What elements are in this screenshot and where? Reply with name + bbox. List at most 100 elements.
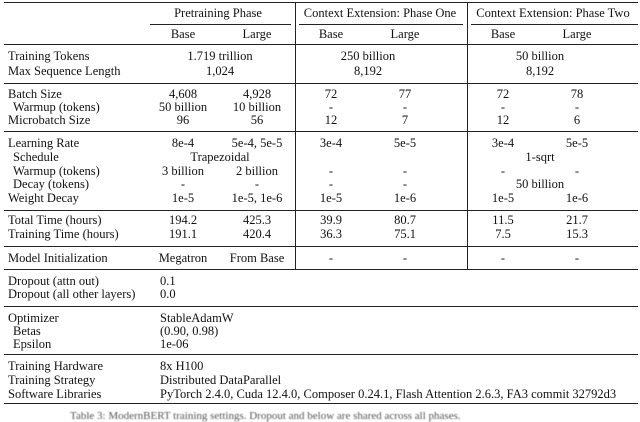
row-label: Microbatch Size	[8, 113, 91, 127]
cell: 1.719 trillion	[187, 49, 253, 63]
cell: -	[500, 251, 506, 265]
row-label: Max Sequence Length	[8, 64, 121, 78]
cell: 75.1	[394, 227, 416, 241]
cell: 6	[573, 113, 581, 127]
cell: (0.90, 0.98)	[160, 324, 219, 338]
cell: 80.7	[394, 213, 416, 227]
cell: 50 billion	[158, 100, 208, 114]
cell: -	[402, 251, 408, 265]
cell: -	[328, 164, 334, 178]
cell: PyTorch 2.4.0, Cuda 12.4.0, Composer 0.2…	[160, 387, 617, 401]
cell: 1-sqrt	[525, 150, 555, 164]
cell: -	[574, 251, 580, 265]
row-label: Training Strategy	[8, 373, 96, 387]
cell: -	[402, 177, 408, 191]
cell: 420.4	[242, 227, 272, 241]
cell: 12	[324, 113, 338, 127]
rule	[4, 306, 638, 307]
cell: 8,192	[353, 64, 383, 78]
rule	[150, 24, 291, 25]
row-label: Training Tokens	[8, 49, 90, 63]
cell: From Base	[229, 251, 285, 265]
cell: 7.5	[495, 227, 511, 241]
cell: 10 billion	[232, 100, 282, 114]
rule	[299, 24, 463, 25]
row-label: Dropout (attn out)	[8, 274, 99, 288]
rule	[4, 246, 638, 247]
cell: 1e-6	[565, 191, 589, 205]
row-label: Batch Size	[8, 87, 62, 101]
column-header: Base	[490, 27, 516, 41]
cell: 0.1	[160, 274, 176, 288]
cell: 3e-4	[491, 136, 515, 150]
row-label: Dropout (all other layers)	[8, 287, 136, 301]
cell: 1e-5	[319, 191, 343, 205]
cell: 191.1	[168, 227, 198, 241]
rule	[4, 354, 638, 355]
cell: 77	[398, 87, 412, 101]
rule	[4, 44, 638, 45]
rule	[4, 83, 638, 84]
rule	[4, 403, 638, 404]
cell: 5e-5	[565, 136, 589, 150]
rule	[4, 131, 638, 132]
cell: 3 billion	[161, 164, 205, 178]
cell: 1e-6	[393, 191, 417, 205]
row-label: Training Time (hours)	[8, 227, 119, 241]
row-label: Warmup (tokens)	[13, 100, 100, 114]
row-label: Decay (tokens)	[13, 177, 90, 191]
column-header: Large	[242, 27, 272, 41]
cell: 1e-5	[171, 191, 195, 205]
cell: 56	[250, 113, 264, 127]
cell: -	[402, 164, 408, 178]
cell: -	[574, 100, 580, 114]
group-header: Pretraining Phase	[174, 6, 262, 20]
row-label: Schedule	[13, 150, 59, 164]
column-header: Large	[562, 27, 592, 41]
cell: 8e-4	[171, 136, 195, 150]
cell: 4,928	[242, 87, 272, 101]
cell: 425.3	[242, 213, 272, 227]
cell: 50 billion	[515, 177, 565, 191]
row-label: Model Initialization	[8, 251, 108, 265]
cell: 194.2	[168, 213, 198, 227]
cell: -	[500, 164, 506, 178]
cell: 8x H100	[160, 359, 204, 373]
cell: -	[328, 251, 334, 265]
column-divider	[295, 2, 296, 269]
cell: 72	[324, 87, 338, 101]
caption: Table 3: ModernBERT training settings. D…	[70, 410, 461, 422]
cell: 5e-5	[393, 136, 417, 150]
cell: 0.0	[160, 287, 176, 301]
group-header: Context Extension: Phase One	[303, 6, 457, 20]
cell: -	[328, 100, 334, 114]
cell: 96	[176, 113, 190, 127]
column-header: Large	[390, 27, 420, 41]
cell: 7	[401, 113, 409, 127]
cell: 78	[570, 87, 584, 101]
group-header: Context Extension: Phase Two	[476, 6, 630, 20]
cell: 12	[496, 113, 510, 127]
cell: 250 billion	[340, 49, 396, 63]
cell: 72	[496, 87, 510, 101]
cell: 5e-4, 5e-5	[231, 136, 283, 150]
cell: 4,608	[168, 87, 198, 101]
rule	[4, 210, 638, 211]
row-label: Learning Rate	[8, 136, 80, 150]
cell: 1e-06	[160, 337, 189, 351]
cell: -	[500, 100, 506, 114]
rule	[471, 24, 638, 25]
cell: 11.5	[492, 213, 514, 227]
row-label: Software Libraries	[8, 387, 102, 401]
row-label: Weight Decay	[8, 191, 79, 205]
cell: 8,192	[525, 64, 555, 78]
cell: -	[180, 177, 186, 191]
rule	[4, 2, 638, 3]
row-label: Training Hardware	[8, 359, 104, 373]
cell: StableAdamW	[160, 311, 234, 325]
cell: Trapezoidal	[190, 150, 250, 164]
cell: 15.3	[566, 227, 588, 241]
cell: 21.7	[566, 213, 588, 227]
row-label: Warmup (tokens)	[13, 164, 100, 178]
